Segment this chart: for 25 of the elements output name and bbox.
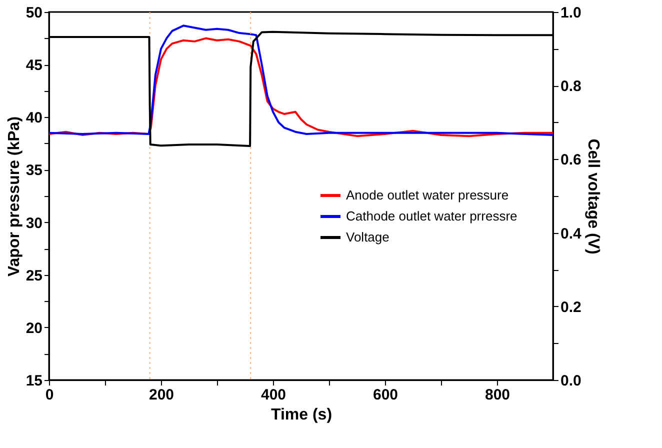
x-tick-label: 800 bbox=[484, 386, 510, 404]
y2-tick-label: 0.4 bbox=[560, 225, 582, 242]
y-tick-label: 15 bbox=[26, 372, 42, 390]
y-tick-label: 20 bbox=[26, 320, 42, 337]
y2-tick-label: 0.6 bbox=[560, 152, 582, 169]
y-tick-label: 30 bbox=[26, 214, 42, 232]
x-axis-title: Time (s) bbox=[270, 406, 332, 424]
y-tick-label: 25 bbox=[26, 267, 42, 284]
y2-tick-label: 0.2 bbox=[560, 298, 582, 316]
y2-tick-label: 0.8 bbox=[560, 78, 582, 96]
legend-label: Voltage bbox=[346, 230, 390, 244]
legend-label: Anode outlet water pressure bbox=[346, 188, 509, 202]
y-axis-title: Vapor pressure (kPa) bbox=[6, 116, 23, 277]
x-tick-label: 0 bbox=[45, 386, 54, 404]
x-tick-label: 600 bbox=[372, 386, 398, 404]
y-tick-label: 40 bbox=[26, 110, 42, 127]
y-tick-label: 35 bbox=[26, 162, 42, 180]
y-tick-label: 50 bbox=[26, 4, 42, 22]
x-tick-label: 200 bbox=[148, 386, 174, 404]
y2-tick-label: 1.0 bbox=[560, 4, 582, 22]
y-tick-label: 45 bbox=[26, 57, 42, 74]
y2-axis-title: Cell voltage (V) bbox=[584, 138, 602, 254]
y2-tick-label: 0.0 bbox=[560, 372, 582, 390]
legend-label: Cathode outlet water prressre bbox=[346, 208, 518, 224]
x-tick-label: 400 bbox=[260, 386, 286, 404]
